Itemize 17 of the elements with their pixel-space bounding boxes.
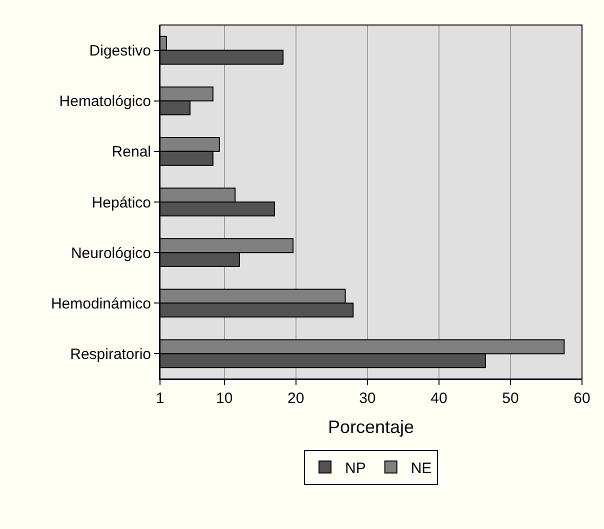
y-tick-label: Digestivo: [89, 42, 151, 60]
y-tick-label: Renal: [112, 144, 151, 161]
x-tick-label: 20: [288, 390, 304, 407]
y-tick-label: Hepático: [92, 194, 151, 212]
y-tick-label: Respiratorio: [70, 346, 151, 363]
legend-label: NE: [410, 460, 432, 477]
x-tick-label: 10: [216, 390, 233, 407]
x-axis-title: Porcentaje: [328, 417, 414, 438]
x-tick-label: 60: [574, 390, 590, 407]
legend-label: NP: [345, 460, 366, 477]
y-tick-label: Hemodinámico: [50, 295, 151, 312]
x-tick-label: 50: [502, 390, 519, 407]
y-tick-label: Hematológico: [59, 93, 151, 110]
x-tick-label: 40: [430, 390, 448, 407]
x-tick-label: 1: [156, 390, 164, 407]
y-tick-label: Neurológico: [70, 244, 151, 262]
x-tick-label: 30: [359, 390, 376, 407]
